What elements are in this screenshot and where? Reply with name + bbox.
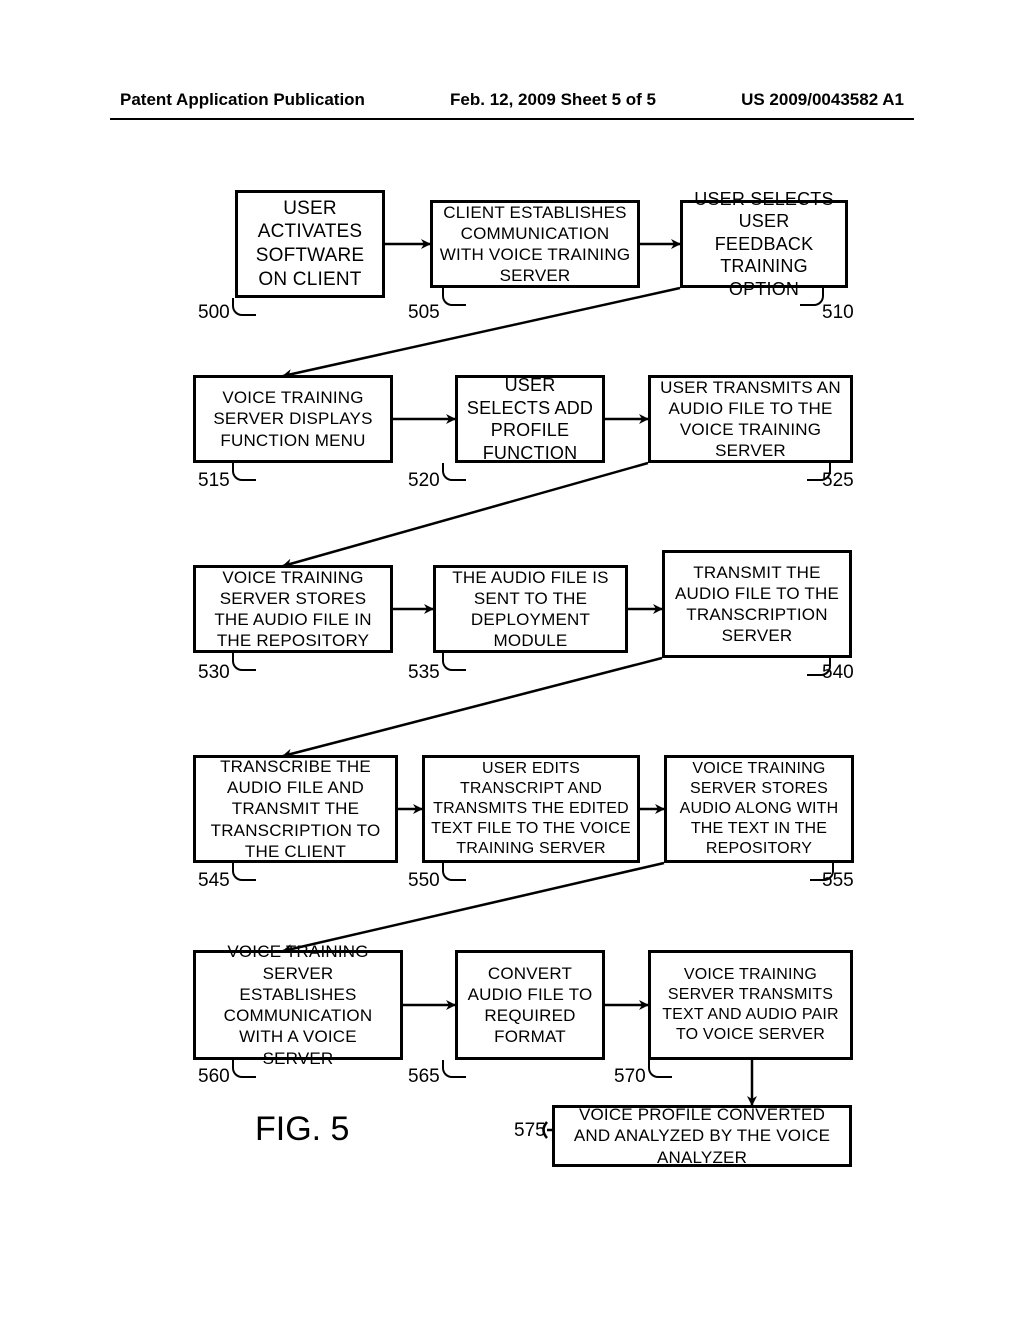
flowchart-box-530: VOICE TRAINING SERVER STORES THE AUDIO F… bbox=[193, 565, 393, 653]
ref-label-515: 515 bbox=[198, 470, 230, 492]
ref-hook bbox=[442, 653, 466, 671]
flowchart-box-505: CLIENT ESTABLISHES COMMUNICATION WITH VO… bbox=[430, 200, 640, 288]
header-left: Patent Application Publication bbox=[120, 90, 365, 110]
ref-label-565: 565 bbox=[408, 1066, 440, 1088]
flowchart-box-545: TRANSCRIBE THE AUDIO FILE AND TRANSMIT T… bbox=[193, 755, 398, 863]
ref-hook bbox=[232, 298, 256, 316]
ref-hook bbox=[442, 863, 466, 881]
header-rule bbox=[110, 118, 914, 120]
ref-label-510: 510 bbox=[822, 302, 854, 324]
ref-label-520: 520 bbox=[408, 470, 440, 492]
ref-hook bbox=[648, 1060, 672, 1078]
ref-label-545: 545 bbox=[198, 870, 230, 892]
ref-hook bbox=[232, 1060, 256, 1078]
flowchart-box-565: CONVERT AUDIO FILE TO REQUIRED FORMAT bbox=[455, 950, 605, 1060]
ref-hook bbox=[807, 658, 831, 676]
flowchart-box-575: VOICE PROFILE CONVERTED AND ANALYZED BY … bbox=[552, 1105, 852, 1167]
flowchart-box-570: VOICE TRAINING SERVER TRANSMITS TEXT AND… bbox=[648, 950, 853, 1060]
ref-hook bbox=[232, 653, 256, 671]
ref-label-530: 530 bbox=[198, 662, 230, 684]
ref-label-505: 505 bbox=[408, 302, 440, 324]
flowchart-box-540: TRANSMIT THE AUDIO FILE TO THE TRANSCRIP… bbox=[662, 550, 852, 658]
ref-label-570: 570 bbox=[614, 1066, 646, 1088]
flowchart-box-515: VOICE TRAINING SERVER DISPLAYS FUNCTION … bbox=[193, 375, 393, 463]
ref-label-500: 500 bbox=[198, 302, 230, 324]
ref-hook bbox=[442, 463, 466, 481]
flowchart-box-510: USER SELECTS USER FEEDBACK TRAINING OPTI… bbox=[680, 200, 848, 288]
flowchart-box-500: USER ACTIVATES SOFTWARE ON CLIENT bbox=[235, 190, 385, 298]
flowchart-box-535: THE AUDIO FILE IS SENT TO THE DEPLOYMENT… bbox=[433, 565, 628, 653]
flowchart-box-550: USER EDITS TRANSCRIPT AND TRANSMITS THE … bbox=[422, 755, 640, 863]
flowchart-box-555: VOICE TRAINING SERVER STORES AUDIO ALONG… bbox=[664, 755, 854, 863]
ref-hook bbox=[442, 288, 466, 306]
ref-hook bbox=[800, 288, 824, 306]
ref-label-535: 535 bbox=[408, 662, 440, 684]
connectors-layer bbox=[0, 170, 1024, 1270]
flowchart-box-520: USER SELECTS ADD PROFILE FUNCTION bbox=[455, 375, 605, 463]
ref-hook bbox=[232, 463, 256, 481]
flowchart-box-560: VOICE TRAINING SERVER ESTABLISHES COMMUN… bbox=[193, 950, 403, 1060]
ref-hook bbox=[232, 863, 256, 881]
figure-label: FIG. 5 bbox=[255, 1110, 349, 1149]
header-right: US 2009/0043582 A1 bbox=[741, 90, 904, 110]
ref-label-575: 575 bbox=[514, 1120, 546, 1142]
ref-hook bbox=[807, 463, 831, 481]
flowchart-diagram: FIG. 5 USER ACTIVATES SOFTWARE ON CLIENT… bbox=[0, 170, 1024, 1270]
flowchart-box-525: USER TRANSMITS AN AUDIO FILE TO THE VOIC… bbox=[648, 375, 853, 463]
ref-hook bbox=[810, 863, 834, 881]
ref-label-560: 560 bbox=[198, 1066, 230, 1088]
header-mid: Feb. 12, 2009 Sheet 5 of 5 bbox=[450, 90, 656, 110]
ref-hook bbox=[442, 1060, 466, 1078]
ref-label-550: 550 bbox=[408, 870, 440, 892]
